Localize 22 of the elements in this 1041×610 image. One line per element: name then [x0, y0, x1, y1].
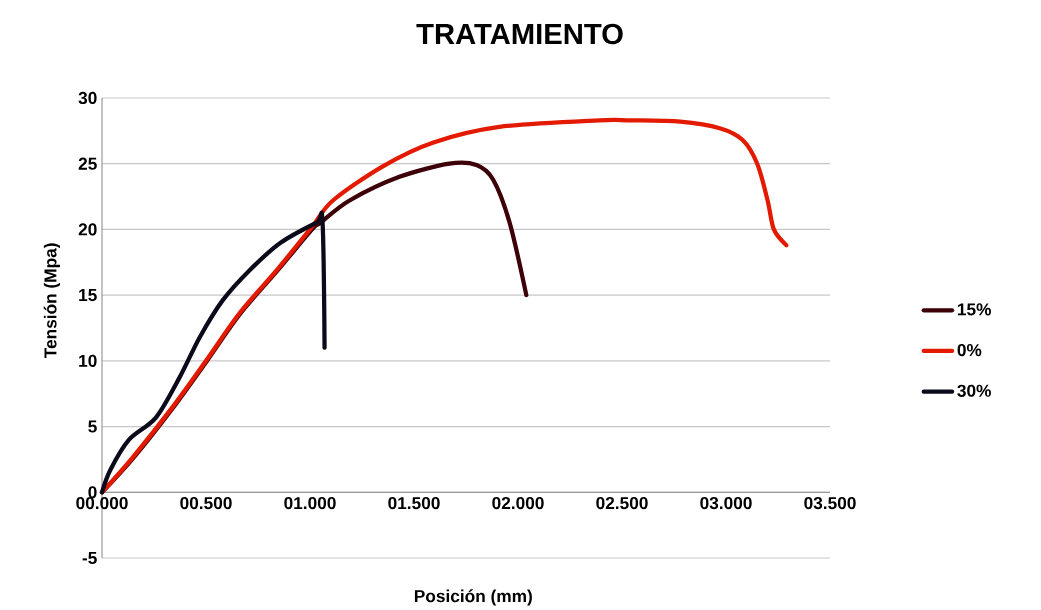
x-tick-label: 03.000 — [700, 496, 752, 510]
y-tick-label: 25 — [78, 157, 97, 170]
x-tick-label: 01.000 — [284, 496, 336, 510]
x-tick-label: 03.500 — [804, 496, 856, 510]
legend-label: 30% — [957, 384, 991, 397]
y-tick-label: 30 — [78, 91, 97, 105]
y-axis-title: Tensión (Mpa) — [43, 243, 60, 359]
y-tick-label: 15 — [79, 289, 97, 302]
y-tick-label: -5 — [82, 551, 97, 564]
legend-label: 0% — [957, 343, 982, 357]
x-tick-label: 00.000 — [76, 496, 128, 510]
x-tick-label: 02.000 — [492, 496, 544, 510]
legend-label: 15% — [957, 303, 991, 316]
x-tick-label: 01.500 — [388, 496, 440, 510]
y-tick-label: 0 — [88, 486, 97, 499]
y-tick-label: 5 — [88, 420, 97, 433]
chart-title: TRATAMIENTO — [416, 23, 623, 45]
x-tick-label: 00.500 — [180, 496, 232, 510]
y-tick-label: 20 — [78, 223, 97, 236]
x-tick-label: 02.500 — [596, 496, 648, 510]
y-tick-label: 10 — [79, 354, 97, 367]
x-axis-title: Posición (mm) — [414, 589, 532, 606]
